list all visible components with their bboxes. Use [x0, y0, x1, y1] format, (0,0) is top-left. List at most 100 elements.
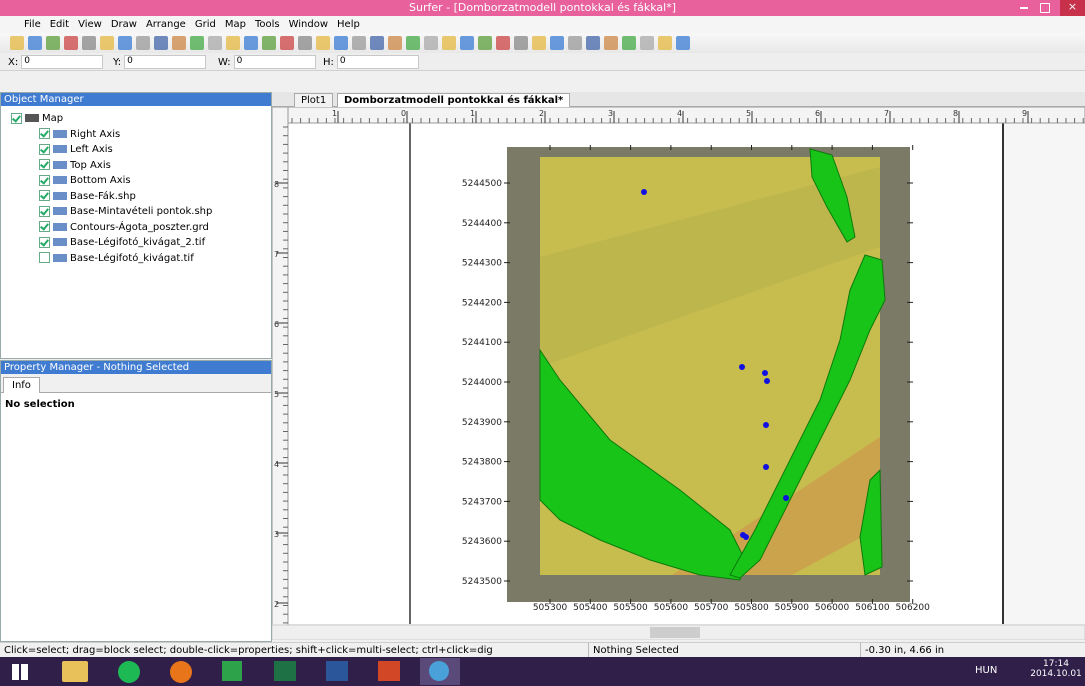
- toolbar-button[interactable]: [280, 36, 294, 50]
- toolbar-button[interactable]: [136, 36, 150, 50]
- tree-item[interactable]: Base-Légifotó_kivágat.tif: [39, 251, 194, 266]
- checkbox[interactable]: [39, 252, 50, 263]
- ruler-label: 0: [401, 109, 406, 118]
- toolbar-button[interactable]: [226, 36, 240, 50]
- checkbox[interactable]: [39, 221, 50, 232]
- firefox-app[interactable]: [170, 661, 192, 683]
- toolbar-button[interactable]: [298, 36, 312, 50]
- toolbar-button[interactable]: [334, 36, 348, 50]
- start-button[interactable]: [12, 664, 28, 680]
- toolbar-button[interactable]: [640, 36, 654, 50]
- toolbar-button[interactable]: [406, 36, 420, 50]
- toolbar-button[interactable]: [622, 36, 636, 50]
- tree-item[interactable]: Base-Fák.shp: [39, 189, 136, 204]
- explorer-app[interactable]: [62, 661, 88, 682]
- info-tab[interactable]: Info: [3, 377, 40, 393]
- toolbar-button[interactable]: [64, 36, 78, 50]
- menu-item[interactable]: Draw: [110, 19, 137, 30]
- toolbar-button[interactable]: [514, 36, 528, 50]
- toolbar-button[interactable]: [46, 36, 60, 50]
- tree-item[interactable]: Contours-Ágota_poszter.grd: [39, 220, 209, 235]
- coord-input[interactable]: 0: [21, 55, 104, 69]
- menu-item[interactable]: Window: [288, 19, 329, 30]
- menu-item[interactable]: Tools: [254, 19, 280, 30]
- toolbar-button[interactable]: [154, 36, 168, 50]
- toolbar-button[interactable]: [676, 36, 690, 50]
- word-app[interactable]: [326, 661, 348, 681]
- tree-item[interactable]: Left Axis: [39, 142, 113, 157]
- spotify-app[interactable]: [118, 661, 140, 683]
- checkbox[interactable]: [39, 174, 50, 186]
- coord-input[interactable]: 0: [336, 55, 419, 69]
- tree-item[interactable]: Bottom Axis: [39, 173, 131, 188]
- toolbar-button[interactable]: [352, 36, 366, 50]
- toolbar-button[interactable]: [82, 36, 96, 50]
- menu-item[interactable]: Help: [337, 19, 360, 30]
- toolbar-button[interactable]: [172, 36, 186, 50]
- document-tab[interactable]: Plot1: [294, 93, 334, 107]
- toolbar-button[interactable]: [586, 36, 600, 50]
- toolbar-button[interactable]: [658, 36, 672, 50]
- menu-item[interactable]: Map: [224, 19, 246, 30]
- tree-item[interactable]: Map: [11, 111, 63, 126]
- toolbar-button[interactable]: [424, 36, 438, 50]
- menu-item[interactable]: View: [78, 19, 102, 30]
- checkbox[interactable]: [39, 128, 50, 139]
- menu-item[interactable]: Grid: [194, 19, 216, 30]
- ruler-label: 8: [274, 180, 279, 189]
- ruler-label: 6: [274, 320, 279, 329]
- coord-input[interactable]: 0: [124, 55, 207, 69]
- checkbox[interactable]: [39, 159, 50, 170]
- excel-app[interactable]: [274, 661, 296, 681]
- map-y-label: 5244500: [462, 179, 502, 189]
- toolbar-button[interactable]: [388, 36, 402, 50]
- checkbox[interactable]: [39, 143, 50, 155]
- map-y-label: 5244000: [462, 378, 502, 388]
- checkbox[interactable]: [11, 112, 22, 124]
- toolbar-button[interactable]: [496, 36, 510, 50]
- coord-input[interactable]: 0: [233, 55, 316, 69]
- toolbar-button[interactable]: [190, 36, 204, 50]
- close-button[interactable]: ×: [1060, 0, 1085, 16]
- tree-item[interactable]: Top Axis: [39, 158, 111, 173]
- toolbar-button[interactable]: [118, 36, 132, 50]
- tree-label: Contours-Ágota_poszter.grd: [70, 221, 209, 233]
- coord-field: X: 0: [8, 55, 104, 69]
- toolbar-button[interactable]: [478, 36, 492, 50]
- checkbox[interactable]: [39, 236, 50, 248]
- toolbar-button[interactable]: [10, 36, 24, 50]
- toolbar-button[interactable]: [532, 36, 546, 50]
- menu-item[interactable]: Arrange: [145, 19, 186, 30]
- toolbar-button[interactable]: [568, 36, 582, 50]
- tree-item[interactable]: Right Axis: [39, 127, 120, 142]
- input-language[interactable]: HUN: [975, 665, 998, 676]
- minimize-button[interactable]: [1020, 7, 1028, 9]
- surfer-app[interactable]: [420, 658, 460, 685]
- store-app[interactable]: [222, 661, 242, 681]
- document-tab[interactable]: Domborzatmodell pontokkal és fákkal*: [337, 93, 571, 107]
- menu-item[interactable]: Edit: [49, 19, 70, 30]
- menu-item[interactable]: File: [24, 19, 41, 30]
- toolbar-button[interactable]: [460, 36, 474, 50]
- scroll-thumb[interactable]: [650, 627, 700, 638]
- toolbar-button[interactable]: [442, 36, 456, 50]
- maximize-button[interactable]: [1040, 3, 1050, 13]
- toolbar-button[interactable]: [208, 36, 222, 50]
- toolbar-button[interactable]: [316, 36, 330, 50]
- toolbar-button[interactable]: [550, 36, 564, 50]
- coordinate-bar: X: 0 Y: 0 W: 0 H: 0: [0, 53, 1085, 71]
- toolbar-button[interactable]: [28, 36, 42, 50]
- powerpoint-app[interactable]: [378, 661, 400, 681]
- checkbox[interactable]: [39, 205, 50, 217]
- toolbar-button[interactable]: [244, 36, 258, 50]
- toolbar-button[interactable]: [370, 36, 384, 50]
- ruler-label: 6: [815, 109, 820, 118]
- clock[interactable]: 17:14 2014.10.01: [1030, 659, 1082, 679]
- tree-item[interactable]: Base-Mintavételi pontok.shp: [39, 204, 212, 219]
- toolbar-button[interactable]: [262, 36, 276, 50]
- toolbar-button[interactable]: [604, 36, 618, 50]
- map-y-label: 5244400: [462, 219, 502, 229]
- tree-item[interactable]: Base-Légifotó_kivágat_2.tif: [39, 235, 205, 250]
- toolbar-button[interactable]: [100, 36, 114, 50]
- checkbox[interactable]: [39, 190, 50, 201]
